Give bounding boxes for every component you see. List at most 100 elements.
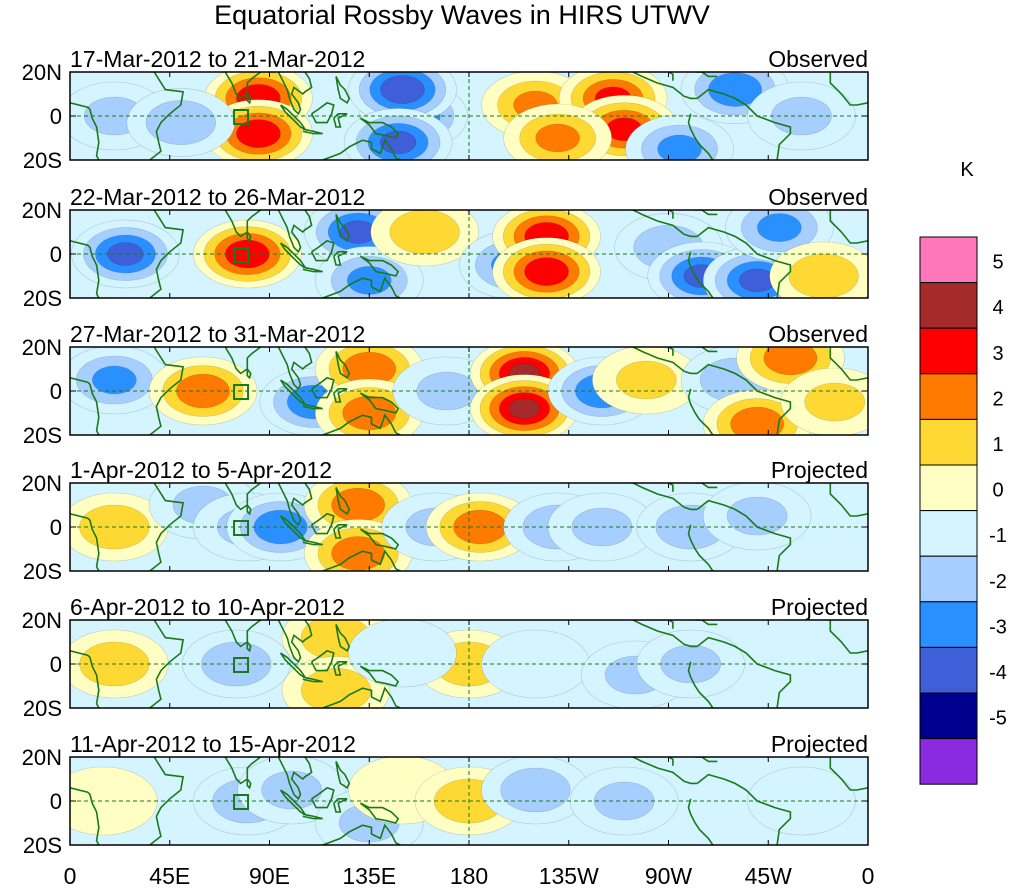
panel-3: 20N 0 20S 27-Mar-2012 to 31-Mar-2012 Observe… (22, 321, 869, 448)
region-box (233, 109, 250, 125)
coastline (224, 210, 262, 238)
coastline (149, 757, 185, 845)
coastline (310, 239, 335, 262)
panel-date: 1-Apr-2012 to 5-Apr-2012 (70, 457, 332, 483)
lat-label: 20S (23, 286, 62, 311)
coastline (149, 347, 185, 435)
panels: 20N 0 20S 17-Mar-2012 to 21-Mar-2012 Observe… (22, 46, 869, 858)
coastline (277, 347, 313, 391)
colorbar-swatch (919, 510, 978, 557)
coastline (70, 787, 100, 845)
region-box (233, 657, 250, 673)
coastline (224, 757, 262, 785)
colorbar-swatch (919, 418, 978, 466)
coastline (632, 347, 698, 375)
panel-date: 17-Mar-2012 to 21-Mar-2012 (70, 46, 365, 72)
coastline (632, 72, 698, 100)
coastline (335, 624, 351, 652)
coastline (70, 240, 100, 298)
coastline (302, 813, 323, 820)
contour-level (524, 257, 569, 286)
colorbar-label: -3 (989, 616, 1007, 638)
coastline (657, 72, 674, 81)
coastline (149, 620, 185, 708)
colorbar-label: -5 (989, 708, 1007, 730)
panel-date: 27-Mar-2012 to 31-Mar-2012 (70, 321, 365, 347)
coastlines (70, 757, 868, 845)
contour-level (380, 75, 425, 104)
anomaly-center (71, 219, 180, 289)
coastline (335, 214, 351, 242)
contour-level (389, 210, 460, 255)
coastline (277, 483, 313, 527)
coastline (333, 523, 348, 539)
panel-field (70, 347, 868, 435)
lon-label: 45W (745, 863, 793, 889)
coastline (322, 138, 401, 160)
colorbar-label: 3 (992, 343, 1003, 365)
coastline (335, 761, 351, 789)
lon-label: 0 (862, 863, 875, 889)
colorbar-label: 1 (992, 434, 1003, 456)
lat-label: 0 (50, 104, 62, 129)
coastline (246, 93, 252, 105)
contour-level (535, 123, 580, 153)
coastline (359, 802, 400, 824)
panel-field (70, 620, 868, 708)
coastline (246, 641, 252, 653)
coastline (657, 757, 674, 766)
coastline (246, 504, 252, 516)
lat-label: 20N (22, 60, 62, 85)
coastline (335, 487, 351, 515)
lat-label: 0 (50, 789, 62, 814)
panel-type: Projected (771, 457, 868, 483)
panel-field (70, 483, 868, 571)
contour-level (416, 371, 478, 411)
lat-label: 20S (23, 148, 62, 173)
coastline (224, 72, 262, 100)
coastline (302, 403, 323, 410)
coastline (246, 231, 252, 243)
coastline (302, 128, 323, 135)
longitude-axis: 0 45E 90E 135E 180 135W 90W 45W 0 (64, 863, 875, 889)
coastline (695, 210, 718, 216)
contour-level (657, 134, 702, 160)
lat-label: 20N (22, 335, 62, 360)
panel-type: Observed (768, 321, 868, 347)
coastline (632, 210, 698, 238)
contour-level (616, 360, 677, 400)
panel-2: 20N 0 20S 22-Mar-2012 to 26-Mar-2012 Observe… (22, 184, 869, 311)
coastline (70, 650, 100, 708)
coastline (333, 251, 348, 266)
coastline (687, 388, 714, 435)
coastline (335, 351, 351, 379)
colorbar-swatch (919, 327, 978, 375)
coastline (687, 113, 714, 160)
coastline (302, 539, 323, 546)
coastline (829, 483, 868, 517)
coastline (322, 413, 401, 435)
coastline (695, 72, 718, 78)
contour-level (730, 406, 785, 435)
coastline (277, 72, 313, 116)
coastline (632, 483, 698, 511)
anomaly-center (181, 629, 291, 699)
coastline (333, 660, 348, 676)
coastline (224, 347, 262, 375)
coastline (829, 72, 868, 106)
region-box (233, 384, 250, 400)
lat-label: 20S (23, 833, 62, 858)
colorbar-swatch (919, 555, 978, 603)
lat-label: 0 (50, 515, 62, 540)
colorbar-swatch (919, 601, 978, 648)
coastline (70, 102, 100, 160)
coastline (246, 778, 252, 790)
panel-type: Observed (768, 46, 868, 72)
coastline (829, 347, 868, 381)
coastline (322, 823, 401, 845)
coastline (687, 661, 714, 708)
coastline (302, 676, 323, 683)
panel-type: Projected (771, 731, 868, 757)
coastline (695, 483, 718, 489)
colorbar-label: -4 (989, 662, 1007, 684)
